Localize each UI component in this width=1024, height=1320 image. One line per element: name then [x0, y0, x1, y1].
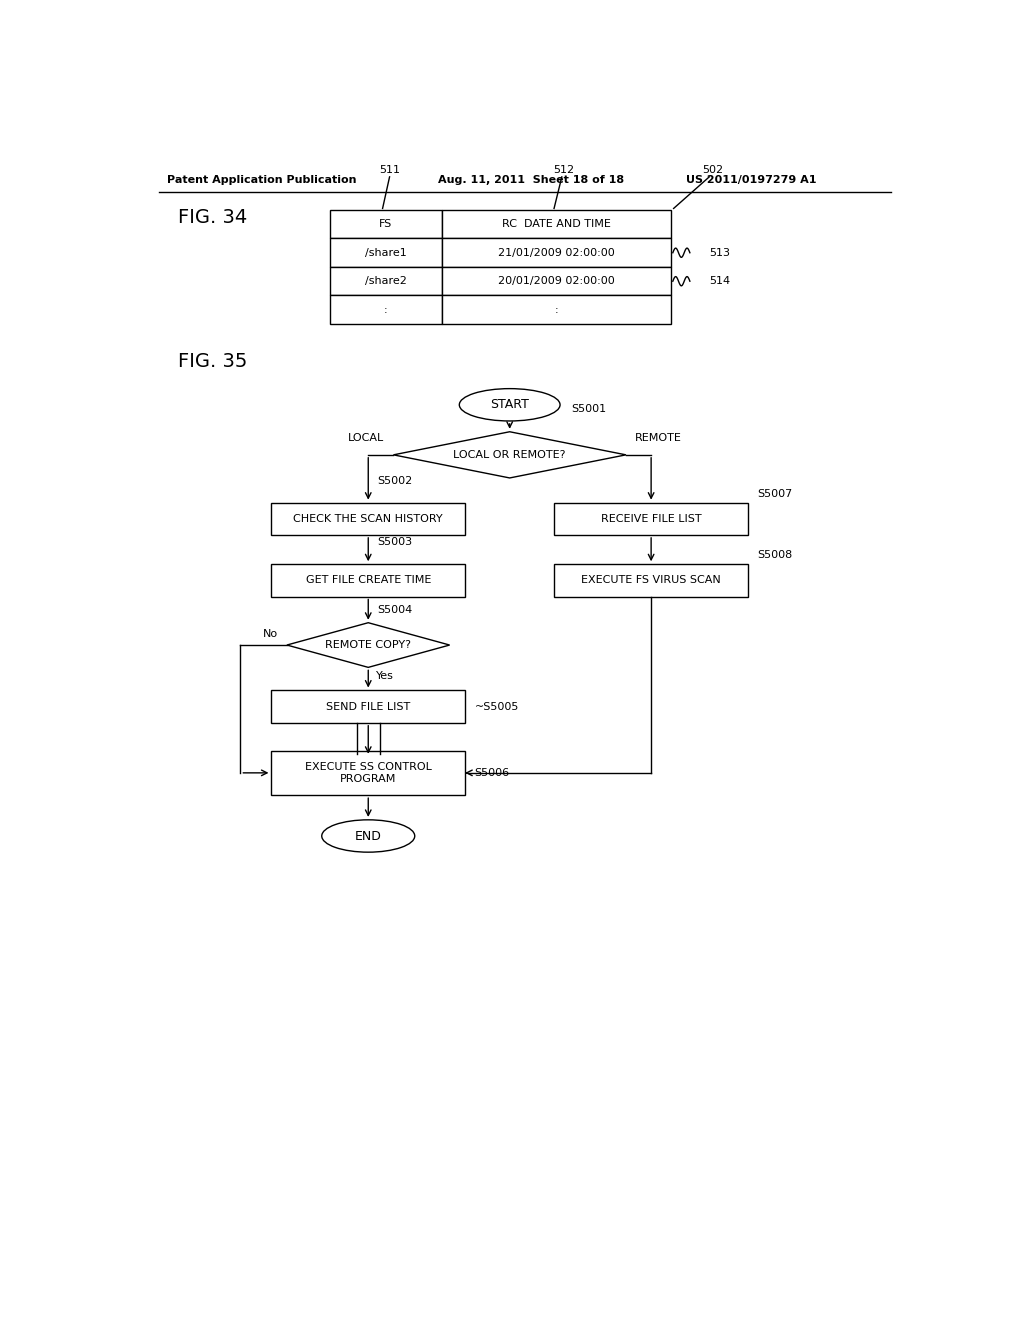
Text: /share1: /share1 — [365, 248, 407, 257]
Bar — [330, 296, 442, 323]
Text: SEND FILE LIST: SEND FILE LIST — [326, 702, 411, 711]
Text: CHECK THE SCAN HISTORY: CHECK THE SCAN HISTORY — [294, 513, 443, 524]
Text: LOCAL OR REMOTE?: LOCAL OR REMOTE? — [454, 450, 566, 459]
Text: FIG. 35: FIG. 35 — [178, 352, 248, 371]
Bar — [442, 296, 671, 323]
Text: S5008: S5008 — [758, 550, 793, 561]
Bar — [271, 503, 465, 535]
Bar — [330, 210, 442, 239]
Text: 20/01/2009 02:00:00: 20/01/2009 02:00:00 — [498, 276, 614, 286]
Text: 21/01/2009 02:00:00: 21/01/2009 02:00:00 — [498, 248, 614, 257]
Ellipse shape — [322, 820, 415, 853]
Bar — [330, 267, 442, 296]
Text: Patent Application Publication: Patent Application Publication — [167, 176, 356, 185]
Text: Aug. 11, 2011  Sheet 18 of 18: Aug. 11, 2011 Sheet 18 of 18 — [438, 176, 624, 185]
Text: :: : — [384, 305, 387, 314]
Text: /share2: /share2 — [365, 276, 407, 286]
Text: S5001: S5001 — [571, 404, 607, 413]
Bar — [271, 751, 465, 795]
Bar — [554, 503, 748, 535]
Polygon shape — [393, 432, 626, 478]
Text: GET FILE CREATE TIME: GET FILE CREATE TIME — [305, 576, 431, 585]
Text: US 2011/0197279 A1: US 2011/0197279 A1 — [686, 176, 816, 185]
Bar — [554, 564, 748, 597]
Text: REMOTE: REMOTE — [635, 433, 682, 444]
Text: END: END — [354, 829, 382, 842]
Text: S5007: S5007 — [758, 488, 793, 499]
Text: EXECUTE FS VIRUS SCAN: EXECUTE FS VIRUS SCAN — [582, 576, 721, 585]
Text: EXECUTE SS CONTROL
PROGRAM: EXECUTE SS CONTROL PROGRAM — [305, 762, 432, 784]
Text: FS: FS — [379, 219, 392, 230]
Text: RECEIVE FILE LIST: RECEIVE FILE LIST — [601, 513, 701, 524]
Text: 512: 512 — [554, 165, 574, 176]
Bar — [271, 564, 465, 597]
Text: 514: 514 — [710, 276, 730, 286]
Bar — [442, 267, 671, 296]
Ellipse shape — [460, 388, 560, 421]
Bar — [442, 239, 671, 267]
Text: :: : — [554, 305, 558, 314]
Text: 511: 511 — [379, 165, 400, 176]
Text: RC  DATE AND TIME: RC DATE AND TIME — [502, 219, 610, 230]
Text: Yes: Yes — [376, 671, 394, 681]
Text: S5002: S5002 — [378, 475, 413, 486]
Text: S5003: S5003 — [378, 537, 413, 548]
Text: FIG. 34: FIG. 34 — [178, 209, 248, 227]
Text: 513: 513 — [710, 248, 730, 257]
Text: REMOTE COPY?: REMOTE COPY? — [326, 640, 412, 649]
Text: LOCAL: LOCAL — [348, 433, 384, 444]
Bar — [330, 239, 442, 267]
Bar — [271, 690, 465, 723]
Polygon shape — [287, 623, 450, 668]
Text: No: No — [262, 628, 278, 639]
Text: START: START — [490, 399, 529, 412]
Text: S5004: S5004 — [378, 605, 413, 615]
Text: S5006: S5006 — [474, 768, 510, 777]
Bar — [442, 210, 671, 239]
Text: 502: 502 — [702, 165, 724, 176]
Text: ~S5005: ~S5005 — [474, 702, 519, 711]
